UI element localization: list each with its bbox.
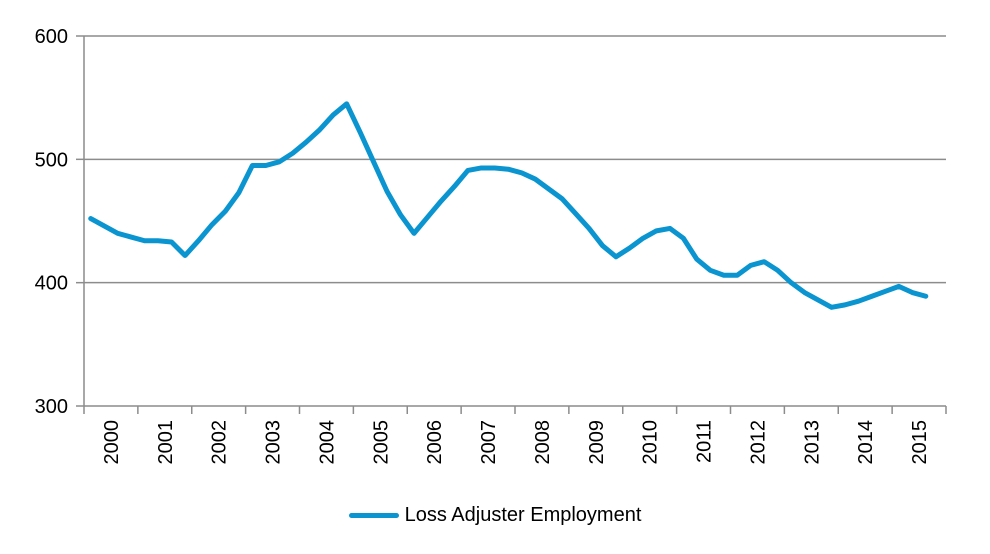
data-point (372, 160, 376, 164)
data-point (493, 166, 497, 170)
x-tick-label-2008: 2008 (532, 420, 554, 465)
data-point (722, 273, 726, 277)
legend: Loss Adjuster Employment (0, 498, 990, 532)
data-point (574, 212, 578, 216)
series-line-loss-adjuster-employment (88, 101, 929, 310)
data-point (601, 244, 605, 248)
legend-label: Loss Adjuster Employment (404, 503, 642, 526)
series-layer (88, 101, 929, 310)
data-point (223, 209, 227, 213)
legend-swatch (348, 512, 399, 518)
y-tick-label: 300 (35, 396, 68, 418)
data-point (560, 197, 564, 201)
data-point (143, 239, 147, 243)
data-point (897, 284, 901, 288)
data-point (170, 240, 174, 244)
x-tick-label-2009: 2009 (586, 420, 608, 465)
data-point (466, 168, 470, 172)
x-tick-label-2012: 2012 (747, 420, 769, 465)
data-point (304, 140, 308, 144)
x-tick-label-2007: 2007 (478, 420, 500, 465)
data-point (587, 226, 591, 230)
x-tick-label-2006: 2006 (424, 420, 446, 465)
data-point (102, 224, 106, 228)
data-point (735, 273, 739, 277)
data-point (506, 167, 510, 171)
data-point (412, 231, 416, 235)
y-tick-label: 600 (35, 26, 68, 48)
data-point (277, 160, 281, 164)
gridlines (84, 35, 946, 284)
x-tick-label-2011: 2011 (694, 420, 716, 463)
x-tick-label-2010: 2010 (640, 420, 662, 465)
data-point (196, 239, 200, 243)
data-point (641, 236, 645, 240)
data-point (89, 217, 93, 221)
data-point (749, 263, 753, 267)
data-point (843, 303, 847, 307)
data-point (210, 223, 214, 227)
data-point (910, 291, 914, 295)
data-point (358, 130, 362, 134)
data-point (237, 191, 241, 195)
x-tick-label-2014: 2014 (855, 420, 877, 465)
data-point (250, 164, 254, 167)
x-tick-label-2005: 2005 (370, 420, 392, 465)
y-tick-label: 500 (35, 149, 68, 171)
data-point (385, 189, 389, 193)
y-tick-label: 400 (35, 273, 68, 295)
x-tick-labels: 2000 2001 2002 2003 2004 2005 2006 2007 2008 2009… (101, 420, 931, 465)
data-point (856, 299, 860, 303)
data-point (614, 255, 618, 259)
data-point (345, 102, 349, 106)
data-point (668, 226, 672, 230)
data-point (479, 166, 483, 170)
data-point (883, 289, 887, 293)
data-point (924, 294, 928, 298)
data-point (156, 239, 160, 243)
data-point (681, 236, 685, 240)
data-point (789, 281, 793, 285)
x-tick-label-2013: 2013 (801, 420, 823, 465)
data-point (116, 231, 120, 235)
data-point (533, 177, 537, 181)
data-point (291, 151, 295, 155)
data-point (183, 254, 187, 258)
y-tick-labels: 300 400 500 600 (35, 26, 68, 418)
x-tick-label-2002: 2002 (209, 420, 231, 465)
x-tick-label-2004: 2004 (316, 420, 338, 465)
data-point (803, 291, 807, 295)
x-tick-label-2001: 2001 (155, 420, 177, 465)
axes (76, 35, 947, 414)
data-point (452, 184, 456, 188)
data-point (318, 128, 322, 132)
data-point (331, 113, 335, 117)
data-point (520, 171, 524, 175)
data-point (695, 257, 699, 261)
data-point (816, 298, 820, 302)
data-point (870, 294, 874, 298)
data-point (708, 268, 712, 272)
data-point (627, 246, 631, 250)
data-point (439, 199, 443, 203)
data-point (425, 215, 429, 219)
data-point (830, 305, 834, 309)
data-point (264, 164, 268, 167)
x-tick-label-2015: 2015 (909, 420, 931, 465)
data-point (654, 229, 658, 233)
x-tick-label-2003: 2003 (263, 420, 285, 465)
data-point (547, 187, 551, 191)
data-point (129, 235, 133, 239)
legend-item: Loss Adjuster Employment (348, 503, 642, 527)
data-point (399, 213, 403, 217)
data-point (776, 268, 780, 272)
data-point (762, 260, 766, 264)
x-tick-label-2000: 2000 (101, 420, 123, 465)
